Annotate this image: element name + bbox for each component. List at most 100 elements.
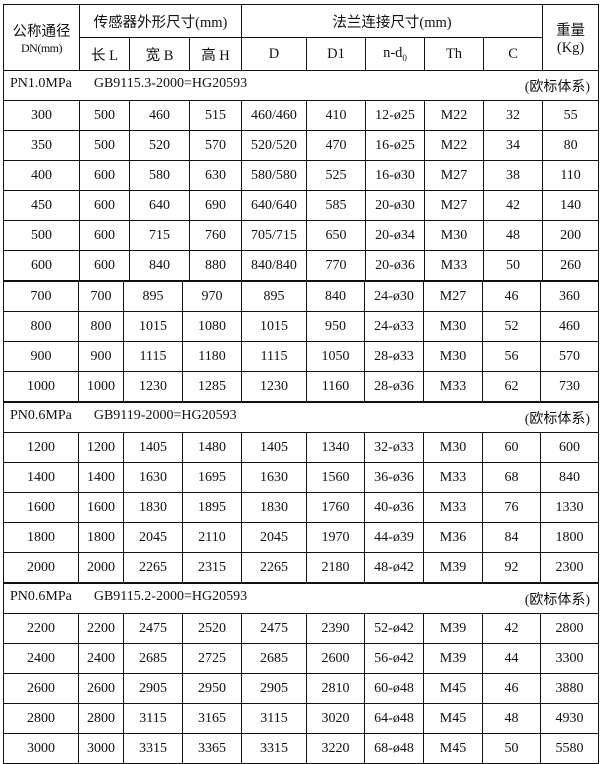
table-cell: 48-ø42 xyxy=(364,552,424,583)
table-cell: 570 xyxy=(540,341,599,372)
nd-subscript: 0 xyxy=(402,52,407,63)
table-cell: 1600 xyxy=(78,492,124,523)
standard-system: (欧标体系) xyxy=(524,79,591,95)
table-cell: M30 xyxy=(423,341,483,372)
table-cell: 950 xyxy=(306,311,365,342)
table-cell: 1230 xyxy=(123,371,183,402)
table-cell: 1630 xyxy=(241,462,307,493)
table-cell: 2265 xyxy=(123,552,183,583)
weight-unit: (Kg) xyxy=(556,39,585,56)
table-cell: 1180 xyxy=(182,341,242,372)
dimension-table: 公称通径 DN(mm) 传感器外形尺寸(mm) 法兰连接尺寸(mm) 重量 (Kg) 长 L… xyxy=(2,4,600,764)
table-cell: 24-ø30 xyxy=(364,281,424,312)
standard-system: (欧标体系) xyxy=(524,592,591,608)
table-cell: 2600 xyxy=(306,643,365,674)
table-cell: 24-ø33 xyxy=(364,311,424,342)
column-header: 宽 B xyxy=(129,37,190,71)
table-cell: 40-ø36 xyxy=(364,492,424,523)
table-cell: 600 xyxy=(79,220,130,251)
table-row: 1000 1000 1230 1285 1230 1160 28-ø36 M33 62 730 xyxy=(3,371,599,402)
table-cell: M45 xyxy=(423,703,483,734)
table-cell: 200 xyxy=(542,220,600,251)
table-cell: 3165 xyxy=(182,703,242,734)
table-cell: 3365 xyxy=(182,733,242,764)
table-cell: M33 xyxy=(423,371,483,402)
table-cell: 500 xyxy=(3,220,80,251)
table-cell: 640 xyxy=(129,190,190,221)
table-cell: 585 xyxy=(306,190,366,221)
table-cell: 1830 xyxy=(241,492,307,523)
table-cell: 760 xyxy=(189,220,242,251)
table-row: 1200 1200 1405 1480 1405 1340 32-ø33 M30 60 600 xyxy=(3,432,600,463)
dn-label: 公称通径 xyxy=(12,23,71,40)
table-cell: 2315 xyxy=(182,552,242,583)
column-header: D1 xyxy=(306,37,366,71)
weight-label: 重量 xyxy=(556,22,586,39)
table-cell: M33 xyxy=(423,492,483,523)
table-cell: 56-ø42 xyxy=(364,643,424,674)
table-cell: 470 xyxy=(306,130,366,161)
table-cell: 1970 xyxy=(306,522,365,553)
table-cell: 580 xyxy=(129,160,190,191)
table-cell: 970 xyxy=(182,281,242,312)
standard-system: (欧标体系) xyxy=(524,411,591,427)
table-cell: M27 xyxy=(424,190,484,221)
table-cell: 4930 xyxy=(539,703,600,734)
section-header: PN1.0MPa GB9115.3-2000=HG20593 (欧标体系) xyxy=(2,70,600,101)
table-cell: 3315 xyxy=(123,733,183,764)
table-cell: 2800 xyxy=(78,703,124,734)
table-cell: 460 xyxy=(129,100,190,131)
table-cell: 460/460 xyxy=(241,100,307,131)
table-cell: 44-ø39 xyxy=(364,522,424,553)
table-cell: 1630 xyxy=(123,462,183,493)
table-row: 1600 1600 1830 1895 1830 1760 40-ø36 M33 76 1330 xyxy=(3,492,600,523)
table-cell: 3315 xyxy=(241,733,307,764)
table-cell: 2300 xyxy=(539,552,600,583)
table-cell: 1800 xyxy=(3,522,79,553)
dn-header: 公称通径 DN(mm) xyxy=(3,4,80,71)
table-cell: 2265 xyxy=(241,552,307,583)
table-cell: 840 xyxy=(306,281,365,312)
table-cell: 46 xyxy=(482,281,541,312)
table-cell: 80 xyxy=(542,130,600,161)
table-cell: 1115 xyxy=(123,341,183,372)
table-cell: 42 xyxy=(482,190,544,221)
column-header: 长 L xyxy=(79,37,130,71)
nd-label: n-d xyxy=(383,45,403,62)
table-cell: 62 xyxy=(482,371,541,402)
table-cell: 3020 xyxy=(306,703,365,734)
table-cell: 880 xyxy=(189,250,242,281)
table-cell: 3000 xyxy=(3,733,79,764)
table-row: 1400 1400 1630 1695 1630 1560 36-ø36 M33 68 840 xyxy=(3,462,600,493)
table-cell: 900 xyxy=(78,341,124,372)
table-cell: 895 xyxy=(241,281,307,312)
table-cell: 76 xyxy=(482,492,541,523)
table-cell: 1330 xyxy=(539,492,600,523)
table-cell: 690 xyxy=(189,190,242,221)
table-cell: 44 xyxy=(482,643,541,674)
column-header: n-d0 xyxy=(365,37,425,71)
table-cell: 1800 xyxy=(78,522,124,553)
table-cell: 42 xyxy=(482,613,541,644)
table-cell: 900 xyxy=(3,341,79,372)
flange-standard: GB9115.2-2000=HG20593 xyxy=(93,588,248,604)
header-row: 公称通径 DN(mm) 传感器外形尺寸(mm) 法兰连接尺寸(mm) 重量 (Kg) xyxy=(3,4,600,71)
section-row: PN0.6MPa GB9115.2-2000=HG20593 (欧标体系) xyxy=(2,583,600,614)
table-row: 2400 2400 2685 2725 2685 2600 56-ø42 M39 44 3300 xyxy=(3,643,600,674)
table-row: 700 700 895 970 895 840 24-ø30 M27 46 360 xyxy=(3,281,599,312)
table-cell: 3115 xyxy=(241,703,307,734)
table-cell: 68-ø48 xyxy=(364,733,424,764)
table-cell: 630 xyxy=(189,160,242,191)
table-cell: 400 xyxy=(3,160,80,191)
table-cell: 2685 xyxy=(123,643,183,674)
table-cell: 12-ø25 xyxy=(365,100,425,131)
section-row: PN1.0MPa GB9115.3-2000=HG20593 (欧标体系) xyxy=(2,70,600,101)
table-cell: 2390 xyxy=(306,613,365,644)
table-cell: M39 xyxy=(423,643,483,674)
table-row: 2800 2800 3115 3165 3115 3020 64-ø48 M45 48 4930 xyxy=(3,703,600,734)
table-row: 2600 2600 2905 2950 2905 2810 60-ø48 M45 46 3880 xyxy=(3,673,600,704)
table-cell: M33 xyxy=(424,250,484,281)
table-cell: 2000 xyxy=(78,552,124,583)
table-cell: 705/715 xyxy=(241,220,307,251)
table-cell: 1000 xyxy=(78,371,124,402)
